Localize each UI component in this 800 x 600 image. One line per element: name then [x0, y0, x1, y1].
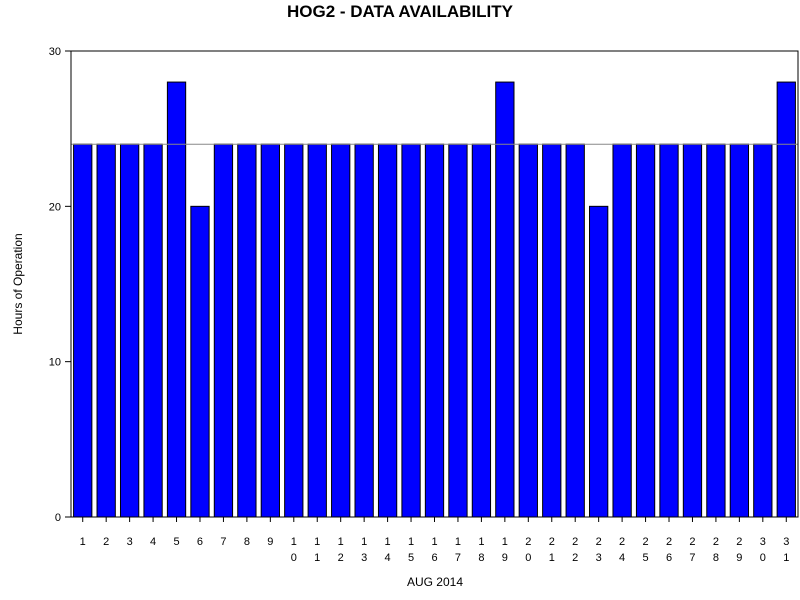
x-axis: 1 2 3 4 5 6 7 8 9 1 01 11 21 31 41 51 61 71 81 92 02 12 22 32 42…	[80, 517, 789, 564]
bar-day-4	[143, 143, 163, 518]
bar-day-2	[96, 143, 116, 518]
bar-day-28	[706, 143, 726, 518]
bar-day-7	[213, 143, 234, 518]
bar-day-10	[284, 143, 304, 518]
chart-title: HOG2 - DATA AVAILABILITY	[287, 2, 514, 21]
x-tick-label: 8	[244, 536, 250, 548]
bar-day-29	[729, 143, 750, 518]
bar-day-5	[166, 81, 187, 518]
bar-day-3	[119, 143, 140, 518]
bar-day-11	[307, 143, 327, 518]
bar-day-23	[589, 205, 609, 518]
bar-day-17	[448, 143, 468, 518]
bars-group	[73, 81, 796, 518]
bar-day-26	[659, 143, 679, 518]
bar-day-25	[635, 143, 656, 518]
bar-day-22	[565, 143, 585, 518]
bar-day-30	[753, 143, 773, 518]
x-tick-label: 5	[173, 536, 179, 548]
bar-day-19	[495, 81, 515, 518]
y-tick-label: 20	[49, 201, 61, 213]
bar-day-15	[401, 143, 421, 518]
x-tick-label: 7	[220, 536, 226, 548]
y-axis: 0 10 20 30	[49, 46, 71, 524]
bar-day-8	[237, 143, 257, 518]
y-tick-label: 30	[49, 46, 61, 58]
x-tick-label: 2	[103, 536, 109, 548]
bar-day-9	[260, 143, 280, 518]
bar-day-24	[612, 143, 632, 518]
bar-day-31	[776, 81, 796, 518]
x-axis-label: AUG 2014	[407, 575, 463, 589]
x-tick-label: 1	[80, 536, 86, 548]
x-tick-label: 4	[150, 536, 156, 548]
x-tick-label: 3	[127, 536, 133, 548]
bar-day-27	[682, 143, 703, 518]
bar-day-18	[471, 143, 492, 518]
bar-day-1	[73, 143, 93, 518]
y-tick-label: 10	[49, 357, 61, 369]
bar-day-14	[377, 143, 398, 518]
y-axis-label: Hours of Operation	[11, 233, 25, 334]
bar-day-21	[542, 143, 562, 518]
bar-day-6	[190, 205, 210, 518]
bar-day-16	[424, 143, 445, 518]
x-tick-label: 6	[197, 536, 203, 548]
bar-day-20	[518, 143, 538, 518]
bar-day-13	[354, 143, 374, 518]
x-tick-label: 9	[267, 536, 273, 548]
bar-day-12	[331, 143, 351, 518]
y-tick-label: 0	[55, 512, 61, 524]
